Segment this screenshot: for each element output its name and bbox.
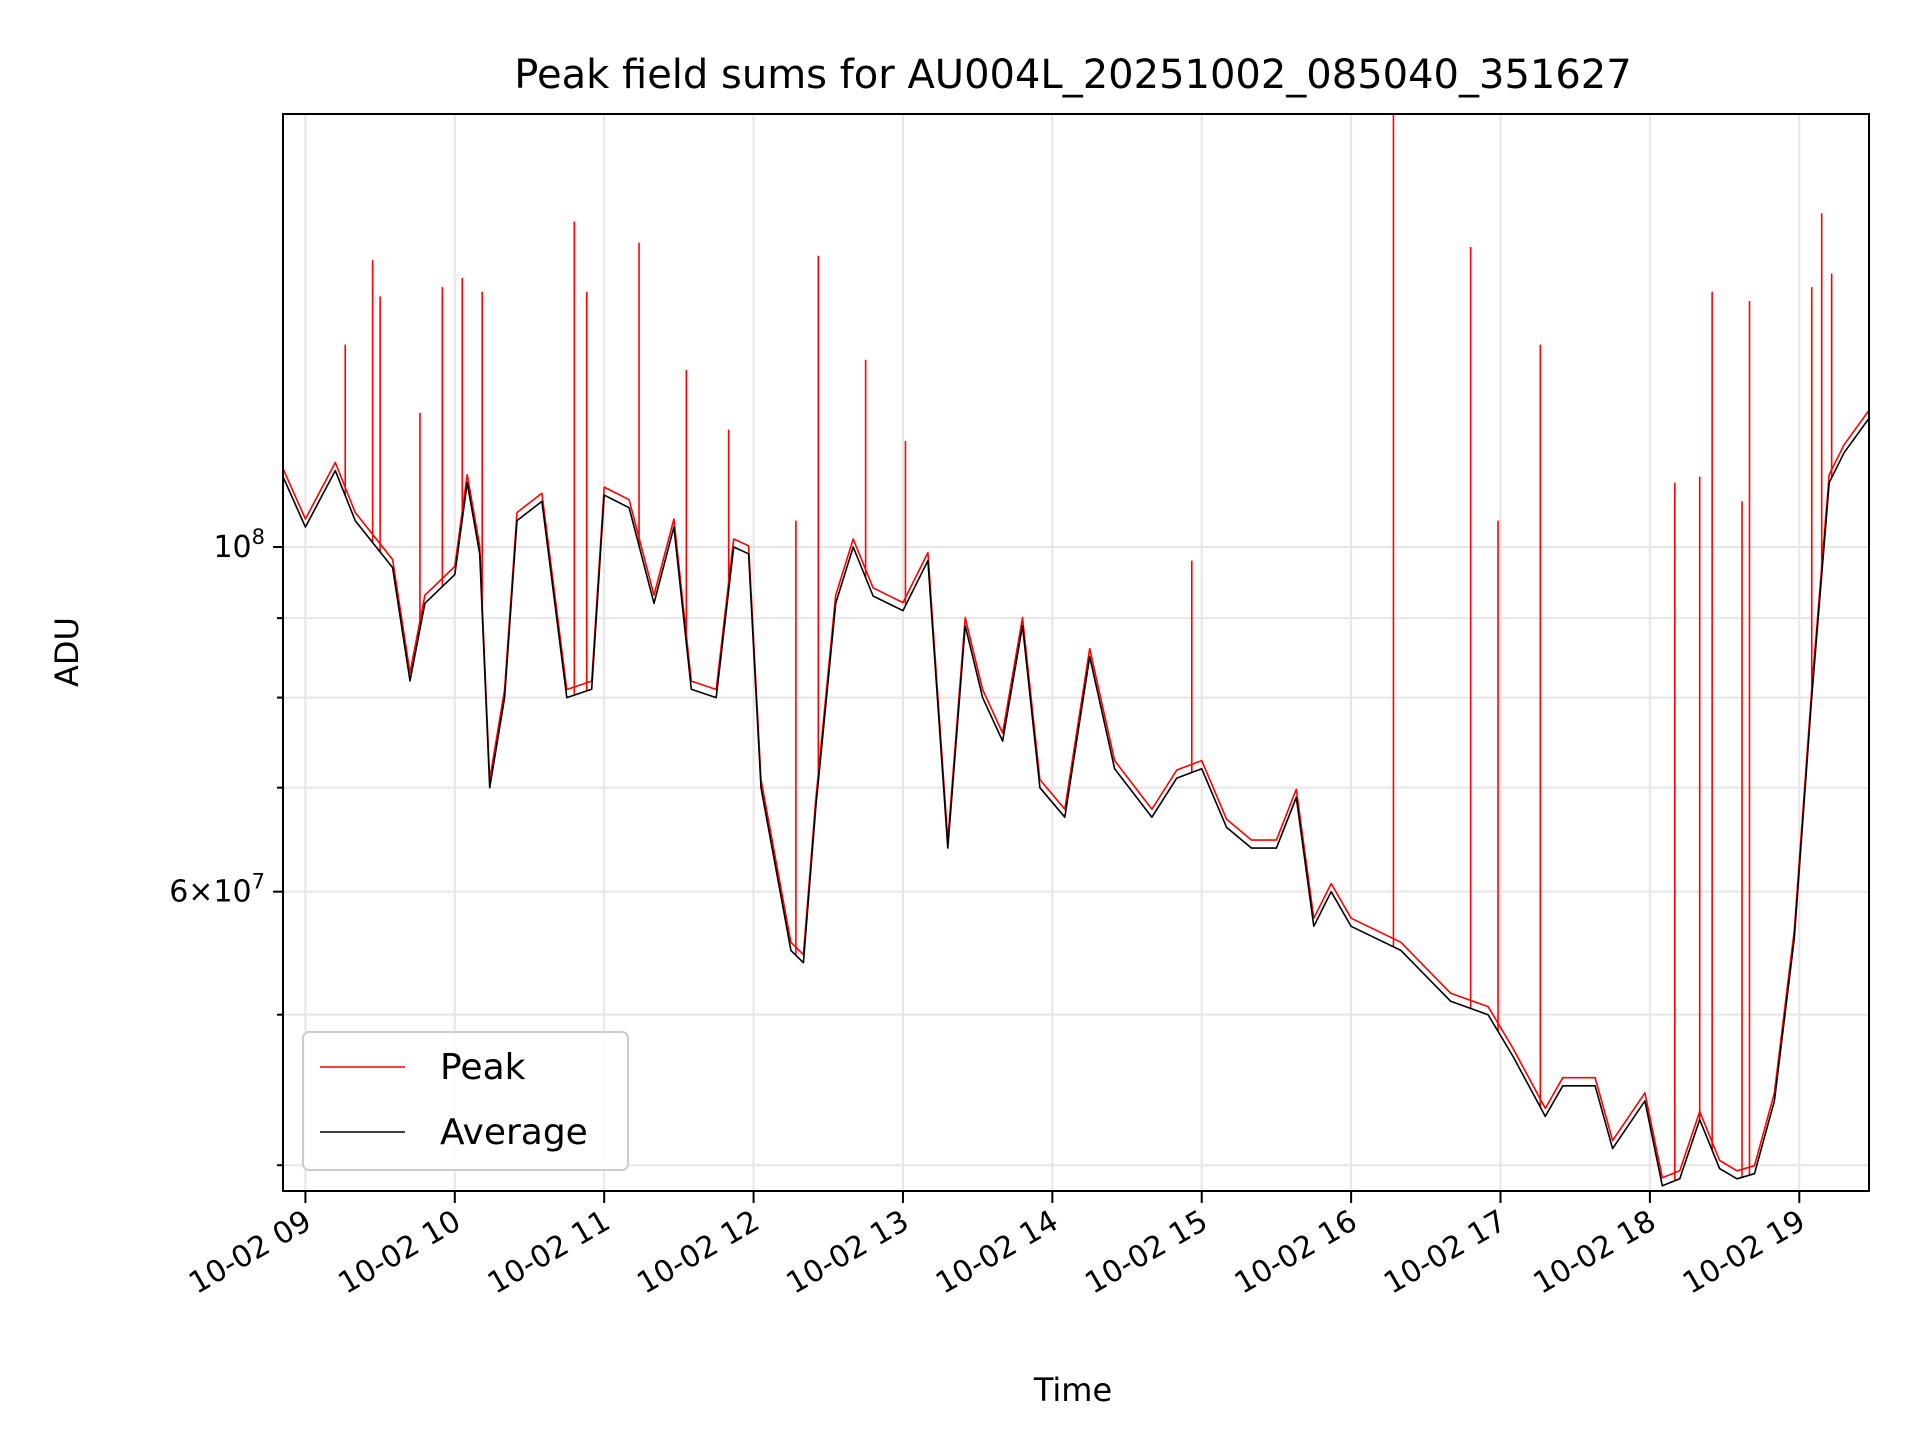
y-tick-label: 6×107 <box>169 870 265 910</box>
y-axis: 108 6×107 <box>169 525 283 1167</box>
legend-label-peak: Peak <box>440 1047 526 1088</box>
average-line <box>283 417 1869 1187</box>
y-tick-label: 108 <box>213 525 265 565</box>
legend: Peak Average <box>302 1031 629 1171</box>
chart-title: Peak field sums for AU004L_20251002_0850… <box>514 52 1631 98</box>
plot-area <box>282 113 1870 1192</box>
legend-label-average: Average <box>440 1112 588 1153</box>
y-axis-label: ADU <box>48 617 86 687</box>
series-average <box>283 417 1869 1187</box>
series-peak <box>283 114 1869 1181</box>
x-axis-label: Time <box>1033 1371 1112 1409</box>
peak-line <box>283 409 1869 1179</box>
